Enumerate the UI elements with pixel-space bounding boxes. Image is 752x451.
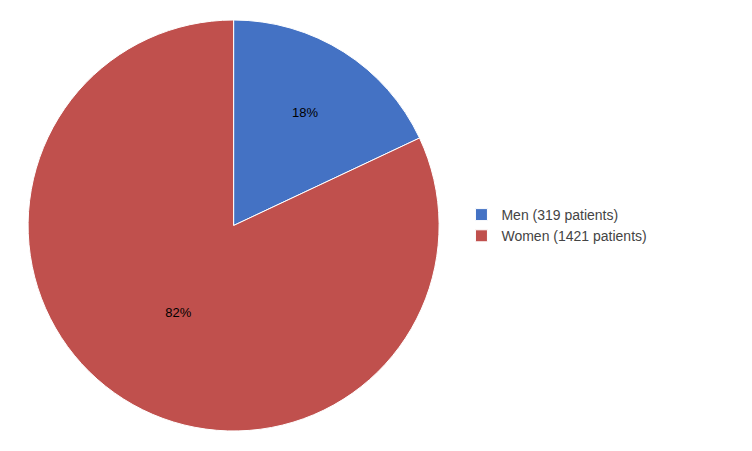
svg-text:Women (1421 patients): Women (1421 patients): [501, 228, 646, 244]
svg-text:18%: 18%: [292, 105, 318, 120]
svg-text:82%: 82%: [165, 305, 191, 320]
svg-text:Men (319 patients): Men (319 patients): [501, 207, 618, 223]
